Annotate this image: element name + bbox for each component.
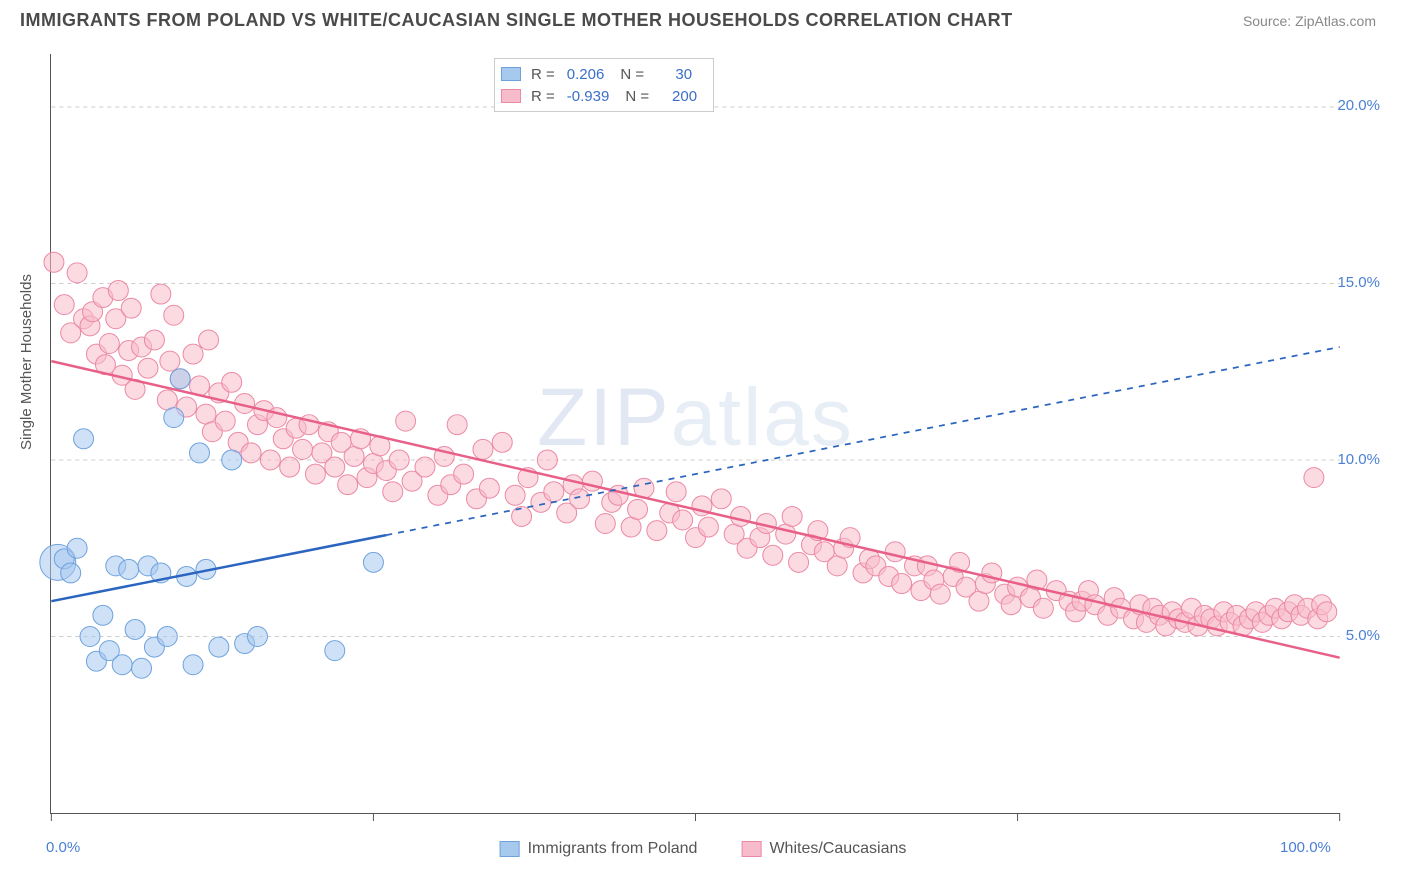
stats-row-series-a: R = 0.206 N = 30 bbox=[501, 63, 703, 85]
y-tick-label: 15.0% bbox=[1337, 274, 1380, 291]
y-axis-label: Single Mother Households bbox=[18, 274, 35, 450]
bottom-legend: Immigrants from Poland Whites/Caucasians bbox=[500, 840, 907, 858]
swatch-series-b bbox=[501, 89, 521, 103]
r-label: R = bbox=[531, 66, 555, 83]
legend-label: Whites/Caucasians bbox=[769, 840, 906, 858]
y-tick-label: 20.0% bbox=[1337, 97, 1380, 114]
y-tick-label: 10.0% bbox=[1337, 451, 1380, 468]
r-label: R = bbox=[531, 88, 555, 105]
legend-item-series-a: Immigrants from Poland bbox=[500, 840, 698, 858]
n-value: 200 bbox=[655, 88, 703, 105]
stats-legend: R = 0.206 N = 30 R = -0.939 N = 200 bbox=[494, 58, 714, 112]
chart-svg bbox=[51, 54, 1340, 813]
swatch-series-b bbox=[741, 841, 761, 857]
source-label: Source: ZipAtlas.com bbox=[1243, 13, 1376, 29]
y-tick-label: 5.0% bbox=[1346, 627, 1380, 644]
x-tick-label: 0.0% bbox=[46, 839, 80, 856]
swatch-series-a bbox=[501, 67, 521, 81]
plot-area: ZIPatlas bbox=[50, 54, 1340, 814]
chart-title: IMMIGRANTS FROM POLAND VS WHITE/CAUCASIA… bbox=[20, 10, 1013, 31]
x-tick-label: 100.0% bbox=[1280, 839, 1331, 856]
legend-label: Immigrants from Poland bbox=[528, 840, 698, 858]
n-label: N = bbox=[625, 88, 649, 105]
r-value: -0.939 bbox=[561, 88, 616, 105]
n-value: 30 bbox=[650, 66, 698, 83]
stats-row-series-b: R = -0.939 N = 200 bbox=[501, 85, 703, 107]
n-label: N = bbox=[620, 66, 644, 83]
swatch-series-a bbox=[500, 841, 520, 857]
r-value: 0.206 bbox=[561, 66, 611, 83]
legend-item-series-b: Whites/Caucasians bbox=[741, 840, 906, 858]
